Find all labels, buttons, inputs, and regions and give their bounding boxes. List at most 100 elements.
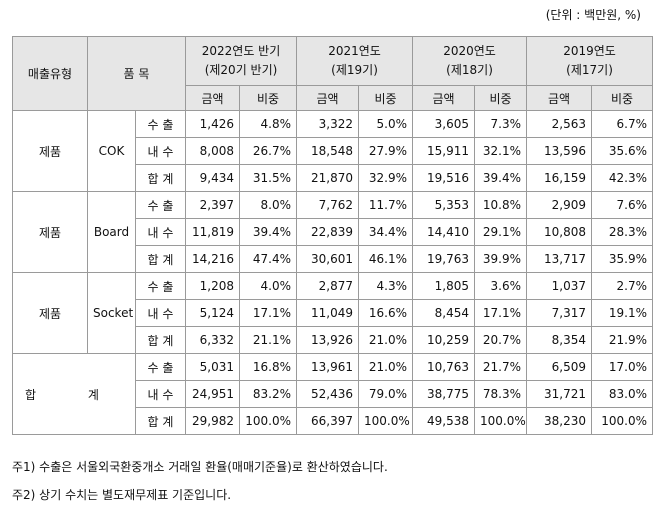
period-year: 2019연도 [563,44,616,58]
amount-cell: 10,808 [526,218,593,246]
header-ratio: 비중 [474,85,528,111]
table-row: 제품 COK 수 출 1,426 4.8% 3,322 5.0% 3,605 7.3% 2,563… [12,110,654,192]
ratio-cell: 19.1% [591,299,654,327]
amount-cell: 16,159 [526,164,593,192]
period-year: 2020연도 [443,44,496,58]
table-row: 제품 Socket 수 출 1,208 4.0% 2,877 4.3% 1,805 3.6% 1,… [12,272,654,354]
amount-cell: 10,259 [412,326,476,354]
ratio-cell: 35.6% [591,137,654,165]
sales-type-cell: 수 출 [135,191,186,219]
ratio-cell: 100.0% [591,407,654,435]
ratio-cell: 34.4% [358,218,414,246]
period-year: 2022연도 반기 [201,44,281,58]
amount-cell: 13,596 [526,137,593,165]
amount-cell: 19,763 [412,245,476,273]
amount-cell: 11,049 [296,299,360,327]
ratio-cell: 83.2% [238,380,298,408]
amount-cell: 1,805 [412,272,476,300]
unit-note: (단위 : 백만원, %) [545,8,641,22]
table-row: 합 계 9,434 31.5% 21,870 32.9% 19,516 39.4% 16,15… [13,164,654,192]
header-period-4: 2019연도 (제17기) [526,36,654,86]
table-row: 내 수 11,819 39.4% 22,839 34.4% 14,410 29.1% 10,8… [13,218,654,246]
ratio-cell: 31.5% [238,164,298,192]
item-cell: Board [87,191,136,273]
table-row: 내 수 24,951 83.2% 52,436 79.0% 38,775 78.3% 31,7… [13,380,654,408]
amount-cell: 2,563 [526,110,593,138]
ratio-cell: 47.4% [238,245,298,273]
ratio-cell: 21.9% [591,326,654,354]
ratio-cell: 4.0% [238,272,298,300]
amount-cell: 13,717 [526,245,593,273]
ratio-cell: 27.9% [358,137,414,165]
sales-type-cell: 합 계 [135,407,186,435]
ratio-cell: 39.9% [474,245,528,273]
header-ratio: 비중 [238,85,298,111]
ratio-cell: 79.0% [358,380,414,408]
ratio-cell: 11.7% [358,191,414,219]
ratio-cell: 17.0% [591,353,654,381]
amount-cell: 10,763 [412,353,476,381]
table-row: 합 계 6,332 21.1% 13,926 21.0% 10,259 20.7% 8,354… [13,326,654,354]
table-row: 제품 Board 수 출 2,397 8.0% 7,762 11.7% 5,353 10.8% 2… [12,191,654,273]
table-row: 합 계 29,982 100.0% 66,397 100.0% 49,538 100.0% 3… [13,407,654,435]
ratio-cell: 100.0% [474,407,528,435]
amount-cell: 11,819 [185,218,240,246]
amount-cell: 1,426 [185,110,240,138]
category-cell: 제품 [12,191,88,273]
ratio-cell: 4.3% [358,272,414,300]
footnote-1: 주1) 수출은 서울외국환중개소 거래일 환율(매매기준율)로 환산하였습니다. [12,460,388,474]
ratio-cell: 16.8% [238,353,298,381]
amount-cell: 2,909 [526,191,593,219]
ratio-cell: 17.1% [474,299,528,327]
header-amount: 금액 [185,85,240,111]
table-body: 제품 COK 수 출 1,426 4.8% 3,322 5.0% 3,605 7.3% 2,563… [12,110,654,435]
sales-type-cell: 내 수 [135,299,186,327]
ratio-cell: 17.1% [238,299,298,327]
ratio-cell: 21.0% [358,353,414,381]
amount-cell: 1,037 [526,272,593,300]
period-year: 2021연도 [328,44,381,58]
ratio-cell: 21.7% [474,353,528,381]
amount-cell: 9,434 [185,164,240,192]
period-term: (제17기) [566,63,613,77]
amount-cell: 38,775 [412,380,476,408]
amount-cell: 38,230 [526,407,593,435]
amount-cell: 13,961 [296,353,360,381]
header-amount: 금액 [296,85,360,111]
ratio-cell: 7.3% [474,110,528,138]
sales-type-cell: 수 출 [135,353,186,381]
footnote-2: 주2) 상기 수치는 별도재무제표 기준입니다. [12,488,232,502]
ratio-cell: 100.0% [238,407,298,435]
sales-type-cell: 합 계 [135,164,186,192]
amount-cell: 3,322 [296,110,360,138]
amount-cell: 2,397 [185,191,240,219]
amount-cell: 30,601 [296,245,360,273]
ratio-cell: 8.0% [238,191,298,219]
table-row: 내 수 5,124 17.1% 11,049 16.6% 8,454 17.1% 7,317 1… [13,299,654,327]
header-period-2: 2021연도 (제19기) [296,36,414,86]
grand-total-label: 합 계 [12,353,136,435]
ratio-cell: 42.3% [591,164,654,192]
ratio-cell: 21.0% [358,326,414,354]
ratio-cell: 32.1% [474,137,528,165]
amount-cell: 13,926 [296,326,360,354]
amount-cell: 14,216 [185,245,240,273]
ratio-cell: 39.4% [474,164,528,192]
sales-type-cell: 내 수 [135,137,186,165]
header-row-metrics: 금액 비중 금액 비중 금액 비중 금액 비중 [13,85,654,111]
header-ratio: 비중 [591,85,654,111]
ratio-cell: 2.7% [591,272,654,300]
amount-cell: 1,208 [185,272,240,300]
ratio-cell: 83.0% [591,380,654,408]
amount-cell: 22,839 [296,218,360,246]
amount-cell: 5,124 [185,299,240,327]
ratio-cell: 20.7% [474,326,528,354]
header-period-1: 2022연도 반기 (제20기 반기) [184,36,298,86]
header-amount: 금액 [412,85,476,111]
ratio-cell: 3.6% [474,272,528,300]
amount-cell: 29,982 [185,407,240,435]
sales-type-cell: 수 출 [135,110,186,138]
amount-cell: 8,008 [185,137,240,165]
